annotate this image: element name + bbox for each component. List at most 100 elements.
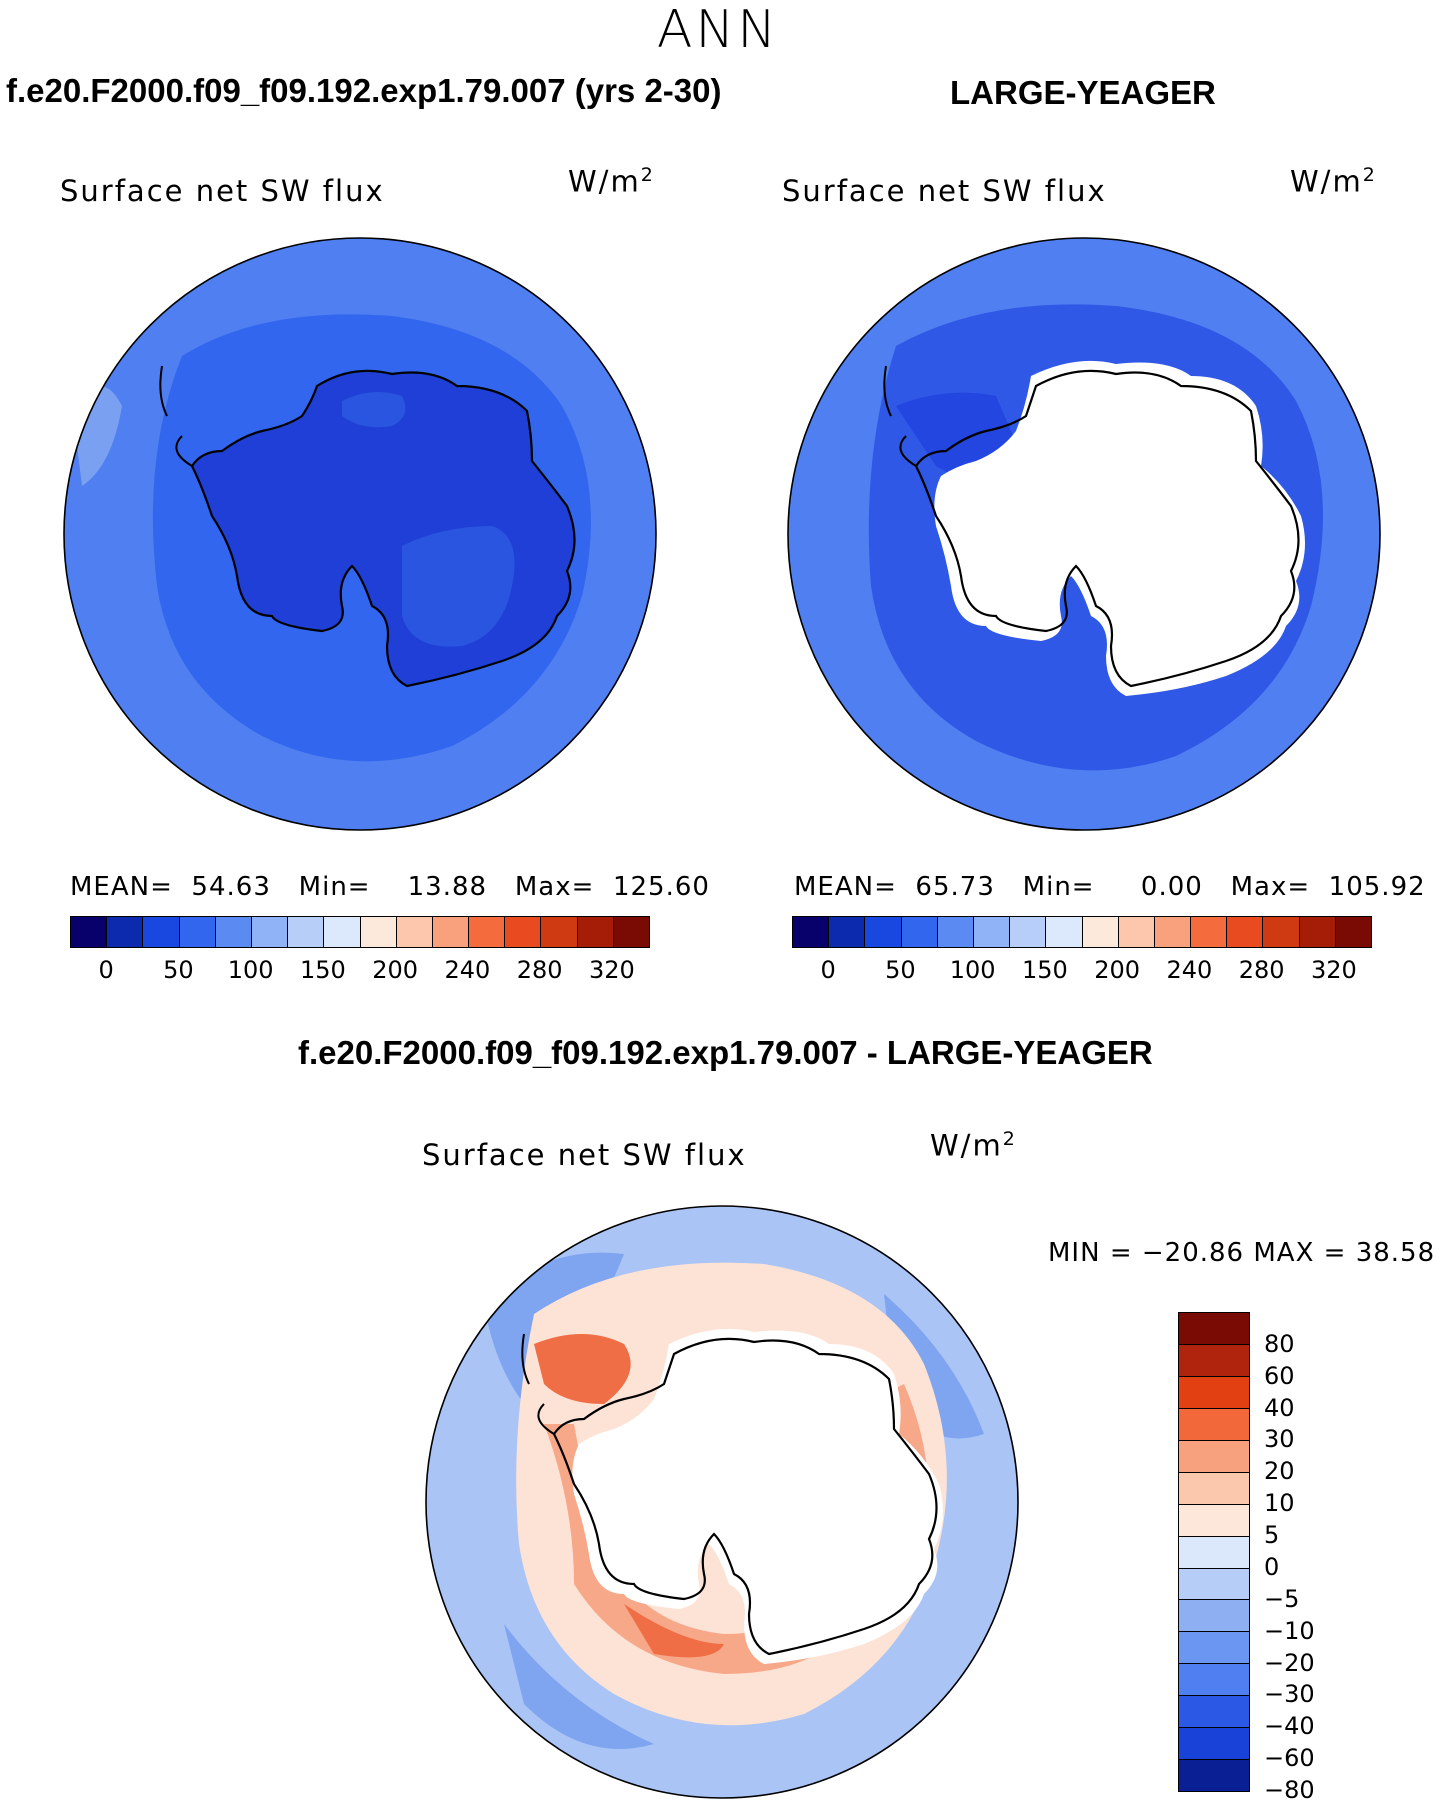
colorbar-swatch xyxy=(107,917,144,947)
colorbar-swatch xyxy=(901,917,938,947)
colorbar-swatch xyxy=(865,917,902,947)
colorbar-swatch xyxy=(179,917,216,947)
model-colorbar-labels: 0 50 100 150 200 240 280 320 xyxy=(70,956,648,986)
colorbar-tick-label: −60 xyxy=(1264,1744,1315,1773)
colorbar-swatch xyxy=(324,917,361,947)
diff-colorbar xyxy=(1178,1312,1250,1792)
colorbar-swatch xyxy=(1179,1760,1249,1792)
model-interior-field xyxy=(402,526,515,647)
obs-coastline xyxy=(914,369,1300,688)
diff-peninsula-coast xyxy=(521,1333,555,1435)
colorbar-tick-label: 10 xyxy=(1264,1489,1295,1518)
colorbar-tick-label: 0 xyxy=(820,956,836,984)
colorbar-tick-label: −80 xyxy=(1264,1776,1315,1804)
colorbar-tick-label: 280 xyxy=(1238,956,1285,984)
colorbar-swatch xyxy=(1179,1408,1249,1441)
colorbar-tick-label: 60 xyxy=(1264,1361,1295,1390)
diff-antarctica-field xyxy=(572,1328,943,1664)
obs-polar-map xyxy=(787,237,1381,831)
colorbar-tick-label: 150 xyxy=(1021,956,1068,984)
diff-panel-title: f.e20.F2000.f09_f09.192.exp1.79.007 - LA… xyxy=(298,1034,1153,1071)
obs-antarctica-field xyxy=(934,360,1305,696)
colorbar-swatch xyxy=(613,917,649,947)
colorbar-swatch xyxy=(1179,1504,1249,1537)
colorbar-tick-label: 30 xyxy=(1264,1425,1295,1454)
colorbar-tick-label: 200 xyxy=(372,956,419,984)
colorbar-swatch xyxy=(1227,917,1264,947)
colorbar-swatch xyxy=(1191,917,1228,947)
colorbar-swatch xyxy=(360,917,397,947)
colorbar-swatch xyxy=(1179,1472,1249,1505)
diff-hot-field xyxy=(534,1334,724,1658)
colorbar-swatch xyxy=(1082,917,1119,947)
colorbar-swatch xyxy=(577,917,614,947)
obs-panel-title: LARGE-YEAGER xyxy=(950,74,1216,111)
colorbar-tick-label: 5 xyxy=(1264,1521,1280,1550)
colorbar-swatch xyxy=(469,917,506,947)
colorbar-swatch xyxy=(1335,917,1371,947)
obs-colorbar xyxy=(792,916,1372,948)
season-title: ANN xyxy=(656,0,780,60)
colorbar-tick-label: −5 xyxy=(1264,1584,1300,1613)
colorbar-swatch xyxy=(1179,1344,1249,1377)
colorbar-swatch xyxy=(396,917,433,947)
diff-outer-field xyxy=(484,1252,984,1749)
colorbar-swatch xyxy=(251,917,289,947)
colorbar-swatch xyxy=(1179,1600,1249,1633)
model-units-label: W/m2 xyxy=(568,164,655,199)
obs-units-label: W/m2 xyxy=(1290,164,1377,199)
model-polar-map xyxy=(63,237,657,831)
colorbar-tick-label: 80 xyxy=(1264,1329,1295,1358)
colorbar-swatch xyxy=(288,917,325,947)
colorbar-tick-label: 240 xyxy=(1166,956,1213,984)
model-colorbar xyxy=(70,916,650,948)
colorbar-swatch xyxy=(71,917,108,947)
colorbar-tick-label: 50 xyxy=(885,956,916,984)
colorbar-swatch xyxy=(1179,1313,1249,1345)
colorbar-swatch xyxy=(215,917,252,947)
colorbar-tick-label: −10 xyxy=(1264,1616,1315,1645)
model-stats: MEAN= 54.63 Min= 13.88 Max= 125.60 xyxy=(70,872,710,902)
obs-peninsula-coast xyxy=(883,365,917,467)
model-map-border xyxy=(63,237,657,831)
colorbar-tick-label: 100 xyxy=(227,956,274,984)
colorbar-tick-label: 320 xyxy=(588,956,635,984)
colorbar-tick-label: −30 xyxy=(1264,1680,1315,1709)
diff-map-border xyxy=(425,1205,1019,1799)
model-interior-field-2 xyxy=(342,392,406,428)
obs-variable-label: Surface net SW flux xyxy=(782,174,1107,208)
colorbar-swatch xyxy=(1010,917,1047,947)
colorbar-tick-label: 280 xyxy=(516,956,563,984)
colorbar-swatch xyxy=(1179,1568,1249,1601)
colorbar-swatch xyxy=(1046,917,1083,947)
colorbar-swatch xyxy=(1263,917,1300,947)
colorbar-tick-label: 50 xyxy=(163,956,194,984)
colorbar-tick-label: 240 xyxy=(444,956,491,984)
colorbar-swatch xyxy=(1179,1632,1249,1665)
colorbar-swatch xyxy=(1299,917,1336,947)
colorbar-swatch xyxy=(143,917,180,947)
colorbar-tick-label: −20 xyxy=(1264,1648,1315,1677)
diff-minmax: MIN = −20.86 MAX = 38.58 xyxy=(1048,1238,1436,1268)
colorbar-tick-label: 0 xyxy=(98,956,114,984)
colorbar-swatch xyxy=(829,917,866,947)
colorbar-swatch xyxy=(1179,1440,1249,1473)
diff-colorbar-labels: 80 60 40 30 20 10 5 0 −5 −10 −20 −30 −40 −60 −80 xyxy=(1264,1312,1344,1804)
colorbar-swatch xyxy=(1154,917,1192,947)
colorbar-tick-label: 150 xyxy=(299,956,346,984)
colorbar-swatch xyxy=(973,917,1011,947)
colorbar-swatch xyxy=(1179,1728,1249,1761)
model-variable-label: Surface net SW flux xyxy=(60,174,385,208)
diff-coastline xyxy=(552,1337,938,1656)
colorbar-tick-label: 200 xyxy=(1094,956,1141,984)
colorbar-swatch xyxy=(937,917,974,947)
colorbar-swatch xyxy=(541,917,578,947)
model-panel-title: f.e20.F2000.f09_f09.192.exp1.79.007 (yrs… xyxy=(6,72,722,109)
colorbar-swatch xyxy=(1179,1536,1249,1569)
colorbar-swatch xyxy=(1179,1664,1249,1697)
colorbar-swatch xyxy=(432,917,470,947)
obs-colorbar-labels: 0 50 100 150 200 240 280 320 xyxy=(792,956,1370,986)
model-peninsula-coast xyxy=(159,365,193,467)
diff-variable-label: Surface net SW flux xyxy=(422,1138,747,1172)
colorbar-tick-label: 100 xyxy=(949,956,996,984)
